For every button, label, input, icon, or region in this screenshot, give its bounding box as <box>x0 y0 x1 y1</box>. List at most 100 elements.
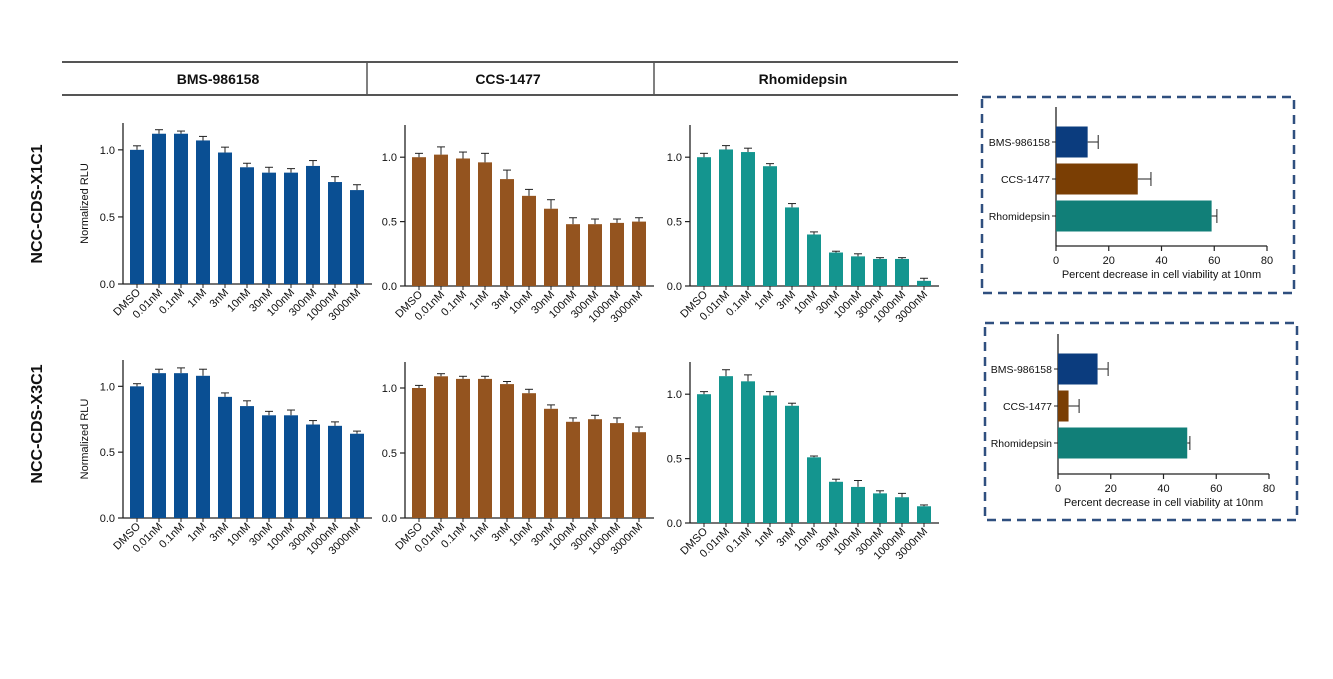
column-header-bms: BMS-986158 <box>177 71 260 87</box>
y-tick-label: 0.5 <box>100 447 115 459</box>
bar <box>697 394 711 523</box>
x-tick-label: 1nM <box>185 287 209 311</box>
bar <box>478 162 492 286</box>
y-tick-label: 1.0 <box>667 152 682 164</box>
bar <box>566 224 580 286</box>
x-axis-label: Percent decrease in cell viability at 10… <box>1064 497 1263 509</box>
x-tick-label: 0.1nM <box>157 287 187 317</box>
bar <box>785 207 799 286</box>
bar <box>1056 126 1088 158</box>
x-tick-label: 0 <box>1053 255 1059 267</box>
bar <box>763 166 777 286</box>
y-tick-label: CCS-1477 <box>1003 401 1052 413</box>
x-tick-label: 80 <box>1263 483 1275 495</box>
bar <box>873 493 887 523</box>
bar <box>1056 163 1138 195</box>
x-tick-label: 40 <box>1155 255 1167 267</box>
bar <box>500 384 514 518</box>
bar <box>284 415 298 518</box>
bar <box>350 433 364 518</box>
bar <box>522 393 536 518</box>
bar <box>895 497 909 523</box>
y-tick-label: 1.0 <box>382 383 397 395</box>
bar <box>434 376 448 518</box>
y-tick-label: BMS-986158 <box>991 364 1052 376</box>
chart-x1c1-ccs1477: 0.00.51.0DMSO0.01nM0.1nM1nM3nM10nM30nM10… <box>382 125 654 325</box>
bar <box>218 396 232 518</box>
bar <box>1058 353 1098 385</box>
bar <box>500 179 514 286</box>
x-tick-label: 20 <box>1103 255 1115 267</box>
bar <box>456 158 470 286</box>
y-tick-label: 1.0 <box>100 145 115 157</box>
bar <box>196 375 210 518</box>
x-tick-label: 10nM <box>225 521 253 549</box>
bar <box>807 234 821 286</box>
x-tick-label: 10nM <box>507 289 535 317</box>
bar <box>829 252 843 286</box>
bar <box>130 386 144 518</box>
bar <box>174 133 188 284</box>
bar <box>196 140 210 284</box>
x-tick-label: 10nM <box>792 526 820 554</box>
y-tick-label: 1.0 <box>382 152 397 164</box>
y-tick-label: CCS-1477 <box>1001 174 1050 186</box>
y-tick-label: 0.5 <box>382 448 397 460</box>
summary-frame-x1c1 <box>980 95 1296 295</box>
bar <box>632 221 646 286</box>
bar <box>917 280 931 286</box>
bar <box>741 381 755 523</box>
bar <box>1058 390 1069 422</box>
x-tick-label: 10nM <box>507 521 535 549</box>
y-tick-label: Rhomidepsin <box>989 211 1050 223</box>
bar <box>350 190 364 284</box>
bar <box>785 405 799 523</box>
bar <box>412 157 426 286</box>
x-axis-label: Percent decrease in cell viability at 10… <box>1062 269 1261 281</box>
bar <box>807 457 821 523</box>
y-tick-label: 0.5 <box>667 217 682 229</box>
bar <box>328 182 342 284</box>
x-tick-label: 1nM <box>752 289 776 313</box>
bar <box>719 149 733 286</box>
y-tick-label: 0.0 <box>667 281 682 293</box>
y-tick-label: 0.0 <box>100 513 115 525</box>
bar <box>240 167 254 284</box>
bar <box>152 373 166 518</box>
column-header-band: BMS-986158 CCS-1477 Rhomidepsin <box>62 61 958 96</box>
bar <box>588 419 602 518</box>
bar <box>152 133 166 284</box>
bar <box>130 149 144 284</box>
x-tick-label: 0.1nM <box>724 289 754 319</box>
chart-x3c1-rhomidepsin: 0.00.51.0DMSO0.01nM0.1nM1nM3nM10nM30nM10… <box>667 362 939 562</box>
bar <box>306 424 320 518</box>
bar <box>697 157 711 286</box>
bar <box>1056 200 1212 232</box>
bar <box>522 195 536 286</box>
bar <box>262 415 276 518</box>
bar <box>588 224 602 286</box>
y-tick-label: 0.5 <box>667 454 682 466</box>
y-axis-label: Normalized RLU <box>79 163 91 244</box>
column-header-rho: Rhomidepsin <box>759 71 848 87</box>
x-tick-label: 0.1nM <box>724 526 754 556</box>
y-tick-label: 0.0 <box>667 518 682 530</box>
row-label-x1c1: NCC-CDS-X1C1 <box>29 144 46 263</box>
bar <box>610 222 624 286</box>
bar <box>544 208 558 286</box>
bar <box>1058 427 1188 459</box>
bar <box>284 172 298 284</box>
bar <box>566 421 580 518</box>
x-tick-label: 10nM <box>225 287 253 315</box>
bar <box>412 388 426 518</box>
y-axis-label: Normalized RLU <box>79 399 91 480</box>
y-tick-label: 1.0 <box>100 381 115 393</box>
x-tick-label: 0.1nM <box>157 521 187 551</box>
y-tick-label: 0.0 <box>382 281 397 293</box>
bar <box>873 258 887 286</box>
bar <box>174 373 188 518</box>
x-tick-label: 1nM <box>467 521 491 545</box>
